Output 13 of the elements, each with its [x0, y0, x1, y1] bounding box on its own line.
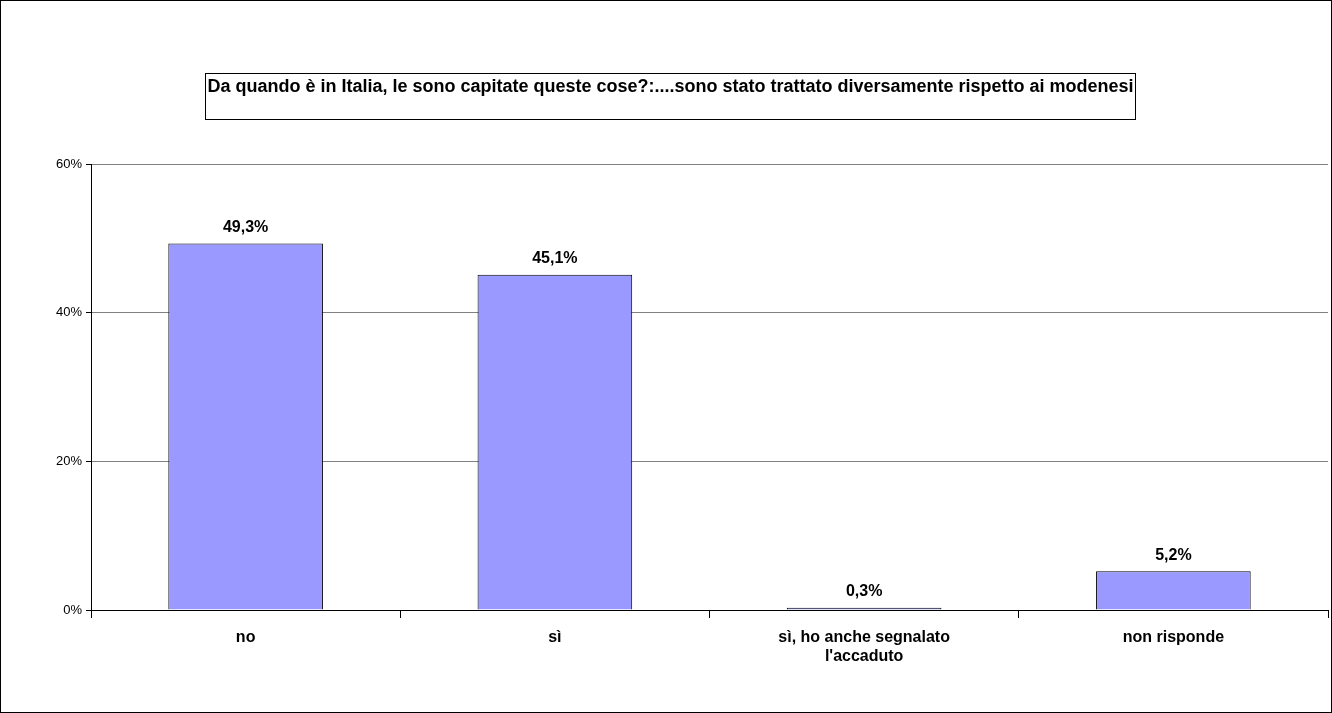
y-tick-label: 0%: [63, 601, 83, 617]
data-label: 5,2%: [1155, 545, 1192, 563]
chart-title: Da quando è in Italia, le sono capitate queste cose?:....sono stato trattato diversamente rispetto ai modenesi: [205, 73, 1136, 120]
y-tick-label: 40%: [55, 304, 83, 320]
x-tick-label: sì: [548, 628, 562, 646]
data-label: 49,3%: [222, 217, 269, 235]
y-tick-label: 20%: [55, 452, 83, 468]
x-tick-label: non risponde: [1122, 628, 1225, 646]
data-label: 0,3%: [845, 582, 883, 600]
data-label: 45,1%: [532, 249, 578, 267]
y-tick-label: 60%: [55, 155, 83, 171]
x-tick-label: sì, ho anche segnalato l'accaduto: [778, 628, 951, 665]
x-tick-label: no: [235, 628, 256, 646]
